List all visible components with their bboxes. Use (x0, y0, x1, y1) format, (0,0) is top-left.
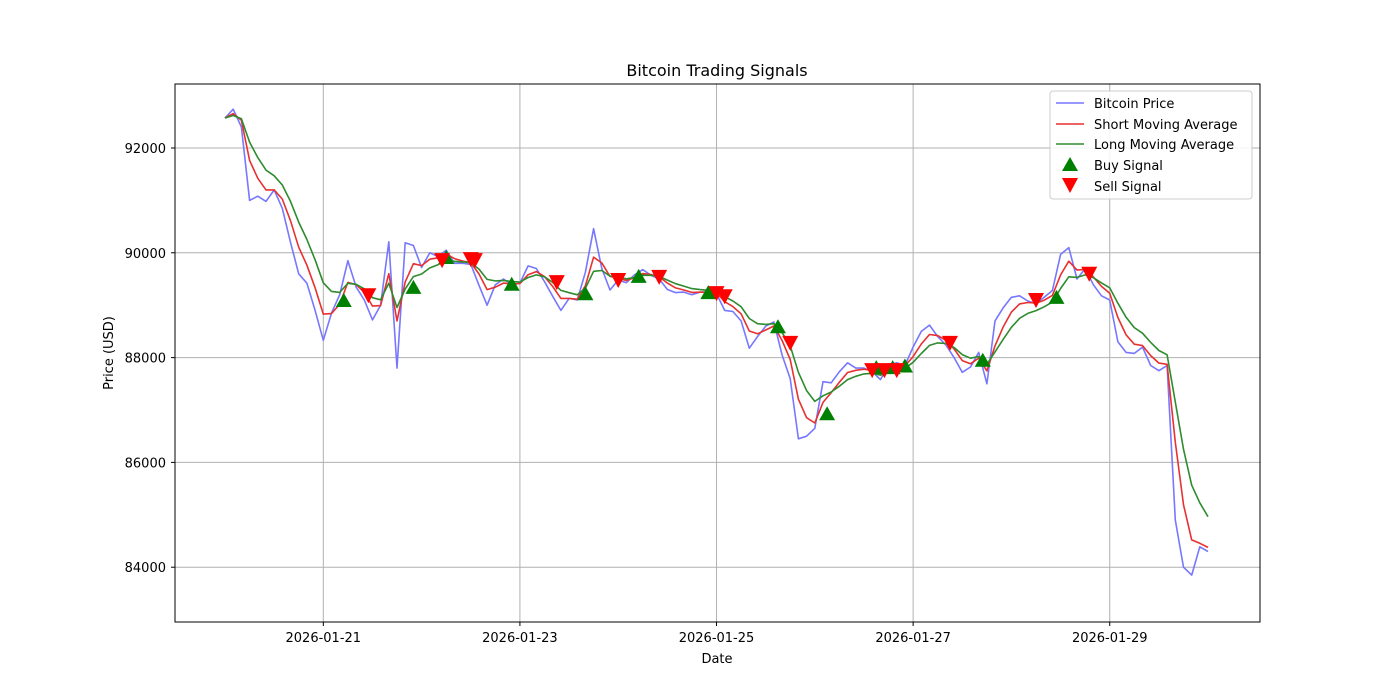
buy-signal-marker (700, 285, 717, 300)
legend-short-ma: Short Moving Average (1094, 118, 1238, 133)
buy-signal-marker (503, 276, 520, 291)
buy-signal-marker (335, 293, 352, 308)
sell-signal-marker (1081, 266, 1098, 282)
x-tick-label: 2026-01-25 (679, 631, 755, 646)
sell-signal-marker (941, 335, 958, 351)
plot-frame (174, 83, 1261, 623)
sell-signal-marker (876, 363, 893, 379)
legend-sell-marker (1062, 178, 1078, 193)
legend-sell: Sell Signal (1094, 180, 1162, 195)
legend-buy: Buy Signal (1094, 159, 1163, 174)
sell-signal-marker (651, 269, 668, 285)
buy-signal-marker (769, 319, 786, 334)
sell-signal-marker (782, 335, 799, 351)
sell-signal-marker (716, 289, 733, 305)
y-tick-label: 86000 (125, 456, 166, 471)
x-axis-ticks: 2026-01-21 2026-01-23 2026-01-25 2026-01-27… (286, 622, 1148, 646)
legend: Bitcoin Price Short Moving Average Long … (1049, 90, 1253, 200)
x-tick-label: 2026-01-27 (875, 631, 951, 646)
chart-title: Bitcoin Trading Signals (626, 61, 807, 80)
buy-signal-marker (819, 406, 836, 421)
sell-signal-marker (1028, 292, 1045, 308)
legend-buy-marker (1062, 157, 1078, 171)
x-tick-label: 2026-01-21 (286, 631, 362, 646)
sell-signal-marker (360, 288, 377, 304)
legend-long-ma: Long Moving Average (1094, 138, 1234, 153)
x-tick-label: 2026-01-29 (1072, 631, 1148, 646)
buy-signal-marker (405, 279, 422, 294)
y-tick-label: 92000 (125, 142, 166, 157)
sell-signal-marker (548, 275, 565, 291)
y-tick-label: 84000 (125, 561, 166, 576)
legend-price: Bitcoin Price (1094, 97, 1174, 112)
x-axis-label: Date (701, 652, 732, 667)
sell-signal-marker (466, 253, 483, 269)
y-tick-label: 88000 (125, 352, 166, 367)
buy-signal-marker (1048, 289, 1065, 304)
y-axis-ticks: 84000 86000 88000 90000 92000 (125, 142, 175, 576)
x-tick-label: 2026-01-23 (482, 631, 558, 646)
buy-signal-marker (630, 268, 647, 283)
sell-signal-marker (434, 253, 451, 269)
sell-signal-marker (888, 363, 905, 379)
plot-area (224, 108, 1209, 576)
y-axis-label: Price (USD) (102, 316, 117, 390)
buy-signal-marker (974, 352, 991, 367)
sell-signal-marker (864, 363, 881, 379)
y-tick-label: 90000 (125, 247, 166, 262)
buy-signal-marker (577, 286, 594, 301)
sell-signal-marker (610, 273, 627, 289)
